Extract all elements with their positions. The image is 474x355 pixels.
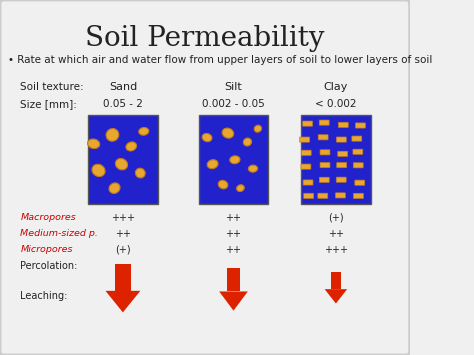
FancyBboxPatch shape: [320, 150, 330, 155]
FancyBboxPatch shape: [115, 264, 131, 291]
FancyBboxPatch shape: [301, 150, 311, 155]
Ellipse shape: [237, 185, 244, 192]
Text: (+): (+): [328, 213, 344, 223]
Ellipse shape: [92, 164, 105, 176]
Ellipse shape: [248, 165, 257, 172]
Ellipse shape: [222, 128, 234, 138]
FancyBboxPatch shape: [303, 121, 312, 126]
Text: +++: +++: [324, 245, 348, 255]
Text: 0.002 - 0.05: 0.002 - 0.05: [202, 99, 265, 109]
Text: Percolation:: Percolation:: [20, 261, 78, 271]
FancyBboxPatch shape: [318, 193, 328, 198]
Text: Size [mm]:: Size [mm]:: [20, 99, 77, 109]
Polygon shape: [106, 291, 140, 312]
FancyBboxPatch shape: [337, 163, 346, 168]
FancyBboxPatch shape: [304, 193, 314, 198]
FancyBboxPatch shape: [337, 137, 346, 142]
FancyBboxPatch shape: [88, 115, 158, 204]
Text: ++: ++: [115, 229, 131, 239]
Text: Macropores: Macropores: [20, 213, 76, 222]
Text: Soil texture:: Soil texture:: [20, 82, 84, 92]
Text: ++: ++: [226, 245, 241, 255]
Ellipse shape: [126, 142, 137, 151]
Ellipse shape: [109, 183, 120, 193]
Text: • Rate at which air and water flow from upper layers of soil to lower layers of : • Rate at which air and water flow from …: [8, 55, 433, 65]
FancyBboxPatch shape: [356, 123, 365, 128]
FancyBboxPatch shape: [301, 164, 311, 169]
Text: ++: ++: [226, 213, 241, 223]
Text: Sand: Sand: [109, 82, 137, 92]
FancyBboxPatch shape: [353, 149, 363, 154]
FancyBboxPatch shape: [199, 115, 268, 204]
Ellipse shape: [243, 138, 252, 146]
Polygon shape: [325, 289, 347, 304]
Ellipse shape: [207, 160, 218, 169]
FancyBboxPatch shape: [227, 268, 240, 291]
Ellipse shape: [88, 139, 100, 148]
Text: ++: ++: [226, 229, 241, 239]
Ellipse shape: [230, 156, 240, 164]
Text: (+): (+): [115, 245, 131, 255]
FancyBboxPatch shape: [301, 115, 371, 204]
Text: Medium-sized p.: Medium-sized p.: [20, 229, 99, 238]
Text: 0.05 - 2: 0.05 - 2: [103, 99, 143, 109]
FancyBboxPatch shape: [338, 151, 347, 157]
FancyBboxPatch shape: [319, 120, 329, 125]
FancyBboxPatch shape: [338, 122, 348, 127]
FancyBboxPatch shape: [331, 272, 341, 289]
Ellipse shape: [202, 133, 212, 142]
FancyBboxPatch shape: [352, 136, 362, 141]
FancyBboxPatch shape: [355, 180, 365, 185]
Ellipse shape: [254, 125, 262, 132]
Text: Leaching:: Leaching:: [20, 291, 68, 301]
FancyBboxPatch shape: [300, 137, 310, 142]
Text: < 0.002: < 0.002: [315, 99, 356, 109]
Ellipse shape: [106, 129, 119, 141]
Ellipse shape: [139, 127, 149, 135]
Polygon shape: [219, 291, 248, 311]
Ellipse shape: [136, 168, 145, 178]
FancyBboxPatch shape: [303, 180, 313, 185]
FancyBboxPatch shape: [336, 177, 346, 182]
FancyBboxPatch shape: [336, 193, 346, 198]
Text: +++: +++: [111, 213, 135, 223]
FancyBboxPatch shape: [0, 0, 410, 355]
Text: Clay: Clay: [324, 82, 348, 92]
Ellipse shape: [116, 158, 128, 170]
FancyBboxPatch shape: [354, 193, 364, 198]
Text: Micropores: Micropores: [20, 245, 73, 254]
Ellipse shape: [219, 180, 228, 189]
Text: Silt: Silt: [225, 82, 242, 92]
FancyBboxPatch shape: [320, 163, 330, 168]
FancyBboxPatch shape: [318, 135, 328, 140]
Text: Soil Permeability: Soil Permeability: [85, 25, 325, 52]
FancyBboxPatch shape: [319, 177, 329, 182]
FancyBboxPatch shape: [353, 163, 363, 168]
Text: ++: ++: [328, 229, 344, 239]
